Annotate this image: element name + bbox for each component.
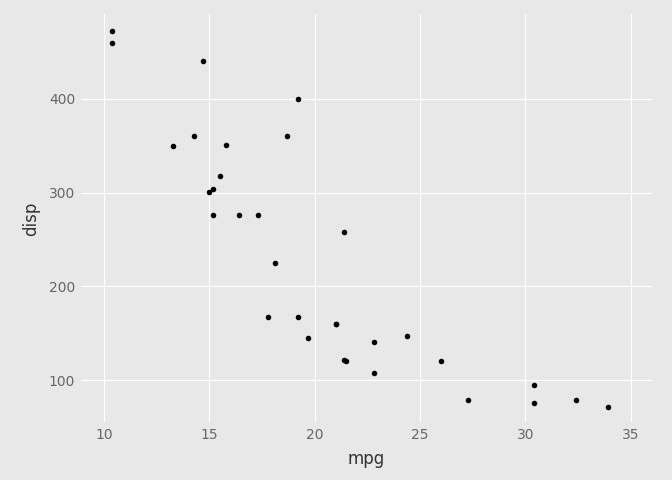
Point [292,313,303,321]
Point [107,39,118,47]
Point [252,212,263,219]
Point [208,212,219,219]
Point [198,58,208,65]
Y-axis label: disp: disp [22,201,40,236]
Point [339,228,349,236]
Point [263,313,274,321]
Point [463,396,474,404]
Point [303,334,314,342]
Point [168,142,179,150]
Point [282,132,292,140]
Point [233,212,244,219]
Point [208,185,219,192]
Point [339,357,349,364]
Point [341,358,351,365]
Point [214,172,225,180]
Point [331,320,341,328]
Point [571,396,581,404]
Point [331,320,341,328]
Point [220,141,231,149]
Point [528,381,539,389]
Point [204,188,214,195]
Point [602,404,613,411]
Point [368,338,379,346]
Point [189,132,200,140]
Point [402,333,413,340]
Point [368,369,379,376]
Point [269,259,280,267]
Point [435,357,446,365]
Point [292,95,303,103]
X-axis label: mpg: mpg [347,450,385,468]
Point [107,27,118,35]
Point [528,399,539,407]
